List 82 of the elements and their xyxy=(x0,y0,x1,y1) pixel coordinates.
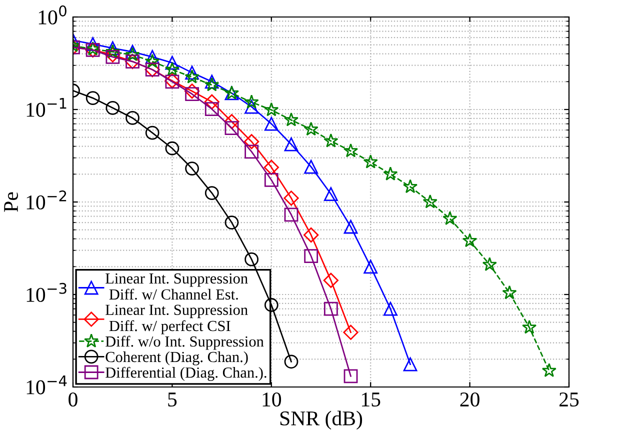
point xyxy=(244,134,260,150)
legend-label: Coherent (Diag. Chan.) xyxy=(106,351,248,366)
point xyxy=(264,102,279,116)
point xyxy=(344,369,358,384)
point xyxy=(204,74,219,89)
point xyxy=(165,141,180,156)
point xyxy=(184,69,200,84)
point xyxy=(185,66,199,80)
point xyxy=(106,100,120,115)
point xyxy=(304,122,318,136)
point xyxy=(165,56,180,70)
point xyxy=(502,285,517,300)
point xyxy=(264,116,278,131)
point xyxy=(383,302,398,316)
point xyxy=(204,77,220,92)
legend-label: Linear Int. Suppression Diff. w/ Channel Est. xyxy=(106,273,248,300)
point xyxy=(284,190,299,206)
x-tick-label: 0 xyxy=(68,392,78,407)
point xyxy=(244,94,259,108)
legend-label: Linear Int. Suppression Diff. w/ perfect CSI xyxy=(106,304,248,334)
point xyxy=(145,126,160,140)
point xyxy=(344,220,358,234)
y-axis-title: Pe xyxy=(4,192,18,212)
x-tick-label: 5 xyxy=(168,392,177,407)
point xyxy=(422,194,438,208)
point xyxy=(244,144,259,159)
point xyxy=(204,186,219,200)
point xyxy=(324,187,338,201)
point xyxy=(126,111,140,125)
point xyxy=(185,87,199,101)
point xyxy=(284,137,298,152)
x-axis-title: SNR (dB) xyxy=(280,410,362,430)
point xyxy=(364,260,378,274)
point xyxy=(482,257,497,272)
x-tick-label: 15 xyxy=(362,392,380,407)
point xyxy=(304,249,318,264)
point xyxy=(462,233,478,248)
point xyxy=(343,143,358,158)
point xyxy=(86,91,100,105)
point xyxy=(284,208,298,222)
point xyxy=(164,62,180,76)
point xyxy=(324,302,338,316)
point xyxy=(224,114,240,130)
point xyxy=(343,324,358,340)
legend-label: Differential (Diag. Chan.). xyxy=(106,366,266,381)
point xyxy=(184,84,200,99)
point xyxy=(204,94,220,110)
point xyxy=(324,133,338,148)
point xyxy=(522,320,537,334)
point xyxy=(442,211,458,226)
point xyxy=(402,179,418,194)
point xyxy=(284,354,298,369)
x-tick-label: 25 xyxy=(560,392,579,407)
point xyxy=(185,162,199,176)
point xyxy=(323,272,338,288)
point xyxy=(403,357,418,372)
y-tick-label: 10$^{−1}$ xyxy=(26,98,66,117)
point xyxy=(264,298,278,312)
point xyxy=(244,100,259,114)
point xyxy=(105,44,120,58)
point xyxy=(304,227,319,243)
point xyxy=(145,54,160,68)
point xyxy=(126,44,140,59)
point xyxy=(244,252,259,266)
point xyxy=(264,173,278,187)
point xyxy=(363,154,378,168)
x-tick-label: 20 xyxy=(460,392,480,407)
y-tick-label: 10$^{0}$ xyxy=(38,5,66,24)
point xyxy=(224,216,239,230)
point xyxy=(304,160,318,174)
y-tick-label: 10$^{−3}$ xyxy=(26,282,66,302)
y-tick-label: 10$^{−2}$ xyxy=(26,190,66,210)
point xyxy=(125,47,140,62)
point xyxy=(224,121,239,136)
point xyxy=(264,160,279,175)
point xyxy=(204,102,219,116)
legend-label: Diff. w/o Int. Suppression xyxy=(106,336,264,350)
y-tick-label: 10$^{−4}$ xyxy=(26,376,67,394)
point xyxy=(542,363,556,378)
x-tick-label: 10 xyxy=(262,392,282,407)
point xyxy=(383,166,398,180)
point xyxy=(284,112,299,126)
